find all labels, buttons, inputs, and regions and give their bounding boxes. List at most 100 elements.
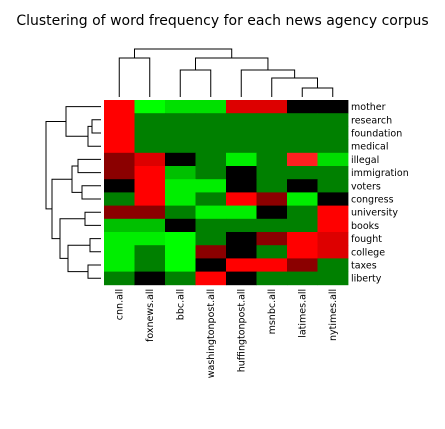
heatmap-cell: [226, 271, 257, 286]
row-label: liberty: [351, 274, 382, 285]
row-dendrogram: [45, 106, 101, 279]
heatmap-cell: [165, 179, 196, 193]
dendrogram-link: [91, 119, 101, 134]
heatmap-cell: [134, 139, 166, 154]
heatmap-cell: [287, 218, 318, 233]
heatmap-cell: [287, 258, 318, 272]
dendrogram-link: [51, 178, 72, 240]
heatmap-cell: [317, 218, 349, 233]
heatmap-cell: [134, 205, 166, 220]
heatmap-cell: [256, 113, 288, 127]
heatmap-cell: [226, 166, 257, 180]
heatmap-cell: [317, 258, 349, 272]
heatmap-cell: [165, 113, 196, 127]
heatmap-cell: [317, 166, 349, 180]
heatmap-cell: [165, 258, 196, 272]
heatmap-cell: [165, 166, 196, 180]
heatmap-cell: [317, 113, 349, 127]
heatmap-cell: [104, 271, 135, 286]
column-label: washingtonpost.all: [206, 289, 217, 378]
heatmap-cell: [287, 232, 318, 246]
heatmap-cell: [287, 271, 318, 286]
heatmap-cell: [226, 245, 257, 259]
heatmap-cell: [195, 271, 227, 286]
heatmap-cell: [165, 245, 196, 259]
heatmap-cell: [195, 258, 227, 272]
heatmap-cell: [134, 271, 166, 286]
heatmap-cell: [226, 205, 257, 220]
heatmap-cell: [104, 232, 135, 246]
heatmap-cell: [104, 113, 135, 127]
row-label: congress: [351, 195, 394, 206]
heatmap-cell: [287, 245, 318, 259]
row-label: mother: [351, 102, 386, 113]
heatmap-cell: [226, 232, 257, 246]
heatmap-cell: [104, 245, 135, 259]
heatmap-cell: [256, 245, 288, 259]
heatmap-cell: [134, 152, 166, 167]
column-label: nytimes.all: [328, 289, 339, 341]
heatmap-cell: [226, 258, 257, 272]
heatmap-cell: [287, 192, 318, 206]
heatmap-cell: [317, 205, 349, 220]
heatmap-cell: [317, 245, 349, 259]
heatmap-cell: [134, 100, 166, 114]
heatmap-cell: [134, 258, 166, 272]
row-label: medical: [351, 142, 388, 153]
heatmap-cell: [256, 126, 288, 140]
heatmap-cell: [287, 205, 318, 220]
row-label: taxes: [351, 261, 377, 272]
heatmap-cell: [195, 192, 227, 206]
heatmap-cell: [256, 166, 288, 180]
dendrogram-link: [301, 87, 334, 97]
heatmap-cell: [134, 166, 166, 180]
heatmap-cell: [104, 192, 135, 206]
heatmap-cell: [195, 113, 227, 127]
heatmap-cell: [317, 100, 349, 114]
heatmap-cell: [165, 232, 196, 246]
heatmap-cell: [226, 126, 257, 140]
heatmap-cell: [226, 139, 257, 154]
heatmap-cell: [195, 218, 227, 233]
row-label: research: [351, 115, 392, 126]
heatmap-cell: [165, 100, 196, 114]
column-label: bbc.all: [176, 289, 187, 320]
dendrogram-link: [84, 211, 101, 226]
dendrogram-link: [87, 264, 101, 279]
heatmap-cell: [287, 152, 318, 167]
heatmap-cell: [165, 218, 196, 233]
column-dendrogram: [118, 48, 334, 97]
column-label: foxnews.all: [145, 289, 156, 342]
heatmap-cell: [104, 166, 135, 180]
heatmap-cell: [104, 152, 135, 167]
heatmap-cell: [134, 113, 166, 127]
row-label: fought: [351, 234, 382, 245]
heatmap-cell: [226, 113, 257, 127]
heatmap-cell: [317, 139, 349, 154]
heatmap-cell: [104, 139, 135, 154]
heatmap-cell: [256, 232, 288, 246]
row-label: immigration: [351, 168, 409, 179]
heatmap-cell: [256, 100, 288, 114]
dendrogram-link: [195, 57, 269, 70]
heatmap-cell: [195, 179, 227, 193]
dendrogram-link: [240, 69, 296, 97]
heatmap-cell: [317, 179, 349, 193]
row-label: university: [351, 208, 398, 219]
dendrogram-link: [87, 125, 101, 147]
column-labels: cnn.all foxnews.all bbc.all washingtonpost.…: [115, 289, 340, 378]
dendrogram-link: [118, 57, 151, 97]
heatmap-cell: [226, 218, 257, 233]
heatmap-cell: [134, 192, 166, 206]
dendrogram-link: [89, 238, 101, 253]
heatmap-cell: [256, 139, 288, 154]
column-label: msnbc.all: [267, 289, 278, 335]
dendrogram-link: [45, 120, 66, 210]
heatmap-cell: [165, 126, 196, 140]
heatmap-cell: [195, 245, 227, 259]
dendrogram-link: [179, 69, 212, 97]
row-label: voters: [351, 181, 381, 192]
heatmap-cell: [256, 271, 288, 286]
heatmap-cell: [287, 100, 318, 114]
